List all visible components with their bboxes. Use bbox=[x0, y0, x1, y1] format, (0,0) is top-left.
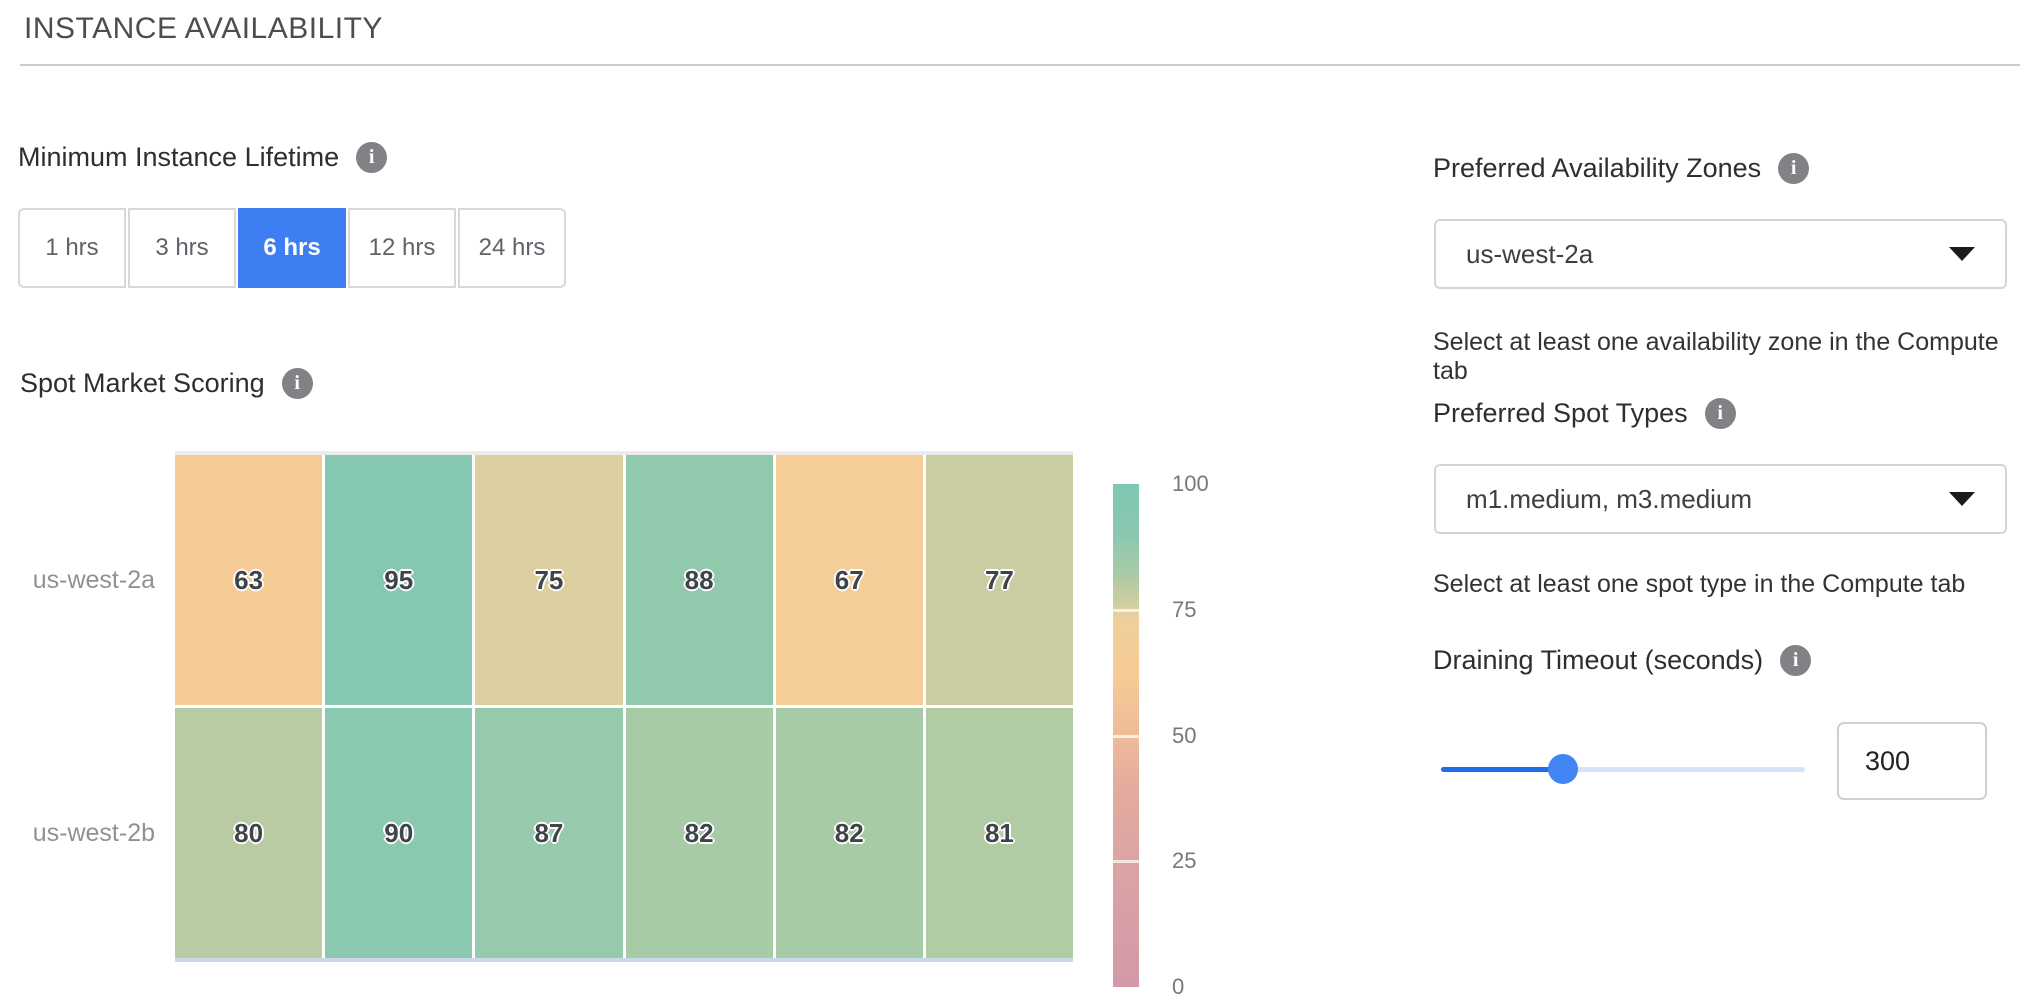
draining-timeout-value: 300 bbox=[1865, 745, 1911, 776]
availability-zones-value: us-west-2a bbox=[1466, 238, 1594, 269]
colorbar-tick-label: 50 bbox=[1172, 722, 1197, 748]
lifetime-button-12hrs[interactable]: 12 hrs bbox=[348, 208, 456, 288]
spot-types-value: m1.medium, m3.medium bbox=[1466, 483, 1753, 514]
heatmap-top-border bbox=[175, 451, 1073, 455]
minimum-instance-lifetime-row: Minimum Instance Lifetime i bbox=[18, 142, 388, 173]
heatmap-row-label: us-west-2a bbox=[32, 566, 155, 594]
heatmap-bottom-border bbox=[175, 958, 1073, 962]
lifetime-button-1hrs[interactable]: 1 hrs bbox=[18, 208, 126, 288]
slider-track[interactable] bbox=[1441, 767, 1805, 772]
draining-timeout-input[interactable]: 300 bbox=[1837, 722, 1987, 800]
preferred-spot-types-label: Preferred Spot Types bbox=[1433, 398, 1688, 428]
heatmap-grid: 63 95 75 88 67 77 80 90 87 82 82 81 bbox=[175, 455, 1073, 958]
availability-zones-dropdown[interactable]: us-west-2a bbox=[1434, 219, 2007, 289]
colorbar-tick-label: 75 bbox=[1172, 596, 1197, 622]
heatmap-cell: 75 bbox=[475, 455, 623, 705]
colorbar-segment-line bbox=[1113, 860, 1139, 864]
lifetime-button-24hrs[interactable]: 24 hrs bbox=[458, 208, 566, 288]
lifetime-button-3hrs[interactable]: 3 hrs bbox=[128, 208, 236, 288]
colorbar-tick-label: 100 bbox=[1172, 471, 1209, 496]
minimum-instance-lifetime-label: Minimum Instance Lifetime bbox=[18, 142, 340, 172]
info-icon[interactable]: i bbox=[1704, 398, 1736, 429]
heatmap-cell: 77 bbox=[925, 455, 1073, 705]
info-icon[interactable]: i bbox=[281, 368, 313, 399]
heatmap-cell: 95 bbox=[325, 455, 473, 705]
spot-market-scoring-row: Spot Market Scoring i bbox=[20, 368, 313, 399]
chevron-down-icon bbox=[1949, 492, 1975, 506]
heatmap-cell: 81 bbox=[925, 708, 1073, 958]
spot-market-heatmap: 63 95 75 88 67 77 80 90 87 82 82 81 bbox=[175, 451, 1073, 962]
preferred-availability-zones-label: Preferred Availability Zones bbox=[1433, 153, 1762, 183]
preferred-availability-zones-row: Preferred Availability Zones i bbox=[1433, 153, 1810, 184]
header-divider bbox=[20, 64, 2020, 66]
heatmap-cell: 90 bbox=[325, 708, 473, 958]
heatmap-colorbar bbox=[1113, 484, 1139, 987]
colorbar-segment-line bbox=[1113, 608, 1139, 612]
heatmap-cell: 82 bbox=[775, 708, 923, 958]
preferred-spot-types-row: Preferred Spot Types i bbox=[1433, 398, 1736, 429]
availability-zones-helper: Select at least one availability zone in… bbox=[1433, 328, 1999, 385]
heatmap-cell: 87 bbox=[475, 708, 623, 958]
info-icon[interactable]: i bbox=[1780, 645, 1812, 676]
info-icon[interactable]: i bbox=[1778, 153, 1810, 184]
colorbar-tick-label: 25 bbox=[1172, 848, 1197, 874]
heatmap-cell: 63 bbox=[175, 455, 323, 705]
slider-thumb[interactable] bbox=[1548, 754, 1578, 784]
heatmap-cell: 67 bbox=[775, 455, 923, 705]
info-icon[interactable]: i bbox=[356, 142, 388, 173]
lifetime-button-6hrs[interactable]: 6 hrs bbox=[238, 208, 346, 288]
slider-fill bbox=[1441, 767, 1563, 772]
heatmap-cell: 80 bbox=[175, 708, 323, 958]
chevron-down-icon bbox=[1949, 247, 1975, 261]
spot-market-scoring-label: Spot Market Scoring bbox=[20, 368, 265, 398]
page-title: INSTANCE AVAILABILITY bbox=[24, 12, 383, 45]
colorbar-segment-line bbox=[1113, 734, 1139, 738]
lifetime-button-group: 1 hrs 3 hrs 6 hrs 12 hrs 24 hrs bbox=[18, 208, 566, 288]
spot-types-helper: Select at least one spot type in the Com… bbox=[1433, 570, 1966, 598]
draining-timeout-slider bbox=[1441, 746, 1805, 792]
heatmap-row-label: us-west-2b bbox=[32, 819, 155, 847]
draining-timeout-label: Draining Timeout (seconds) bbox=[1433, 645, 1764, 675]
colorbar-tick-label: 0 bbox=[1172, 974, 1185, 999]
instance-availability-panel: INSTANCE AVAILABILITY Minimum Instance L… bbox=[18, 12, 2020, 999]
heatmap-cell: 88 bbox=[625, 455, 773, 705]
draining-timeout-row: Draining Timeout (seconds) i bbox=[1433, 645, 1812, 676]
spot-types-dropdown[interactable]: m1.medium, m3.medium bbox=[1434, 464, 2007, 534]
heatmap-cell: 82 bbox=[625, 708, 773, 958]
